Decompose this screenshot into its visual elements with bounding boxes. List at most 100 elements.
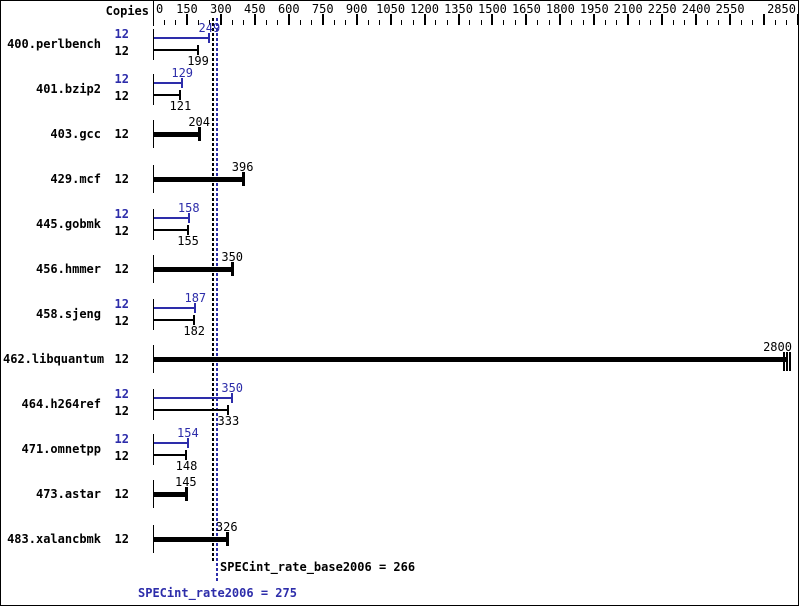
base-bar — [154, 49, 199, 51]
axis-major-tick — [729, 14, 732, 25]
benchmark-label: 401.bzip2 — [35, 82, 101, 96]
base-bar — [154, 454, 187, 456]
axis-tick-label: 1650 — [511, 2, 541, 16]
peak-value: 249 — [198, 21, 221, 35]
base-bar-endcap — [193, 315, 196, 325]
axis-minor-tick — [650, 20, 652, 25]
copies-value-peak: 12 — [114, 72, 129, 86]
copies-value-base: 12 — [114, 449, 129, 463]
axis-minor-tick — [480, 20, 482, 25]
peak-bar — [154, 217, 189, 219]
benchmark-label: 456.hmmer — [35, 262, 101, 276]
axis-origin-line — [153, 1, 154, 26]
axis-major-tick — [185, 14, 188, 25]
axis-tick-label: 1500 — [478, 2, 507, 16]
benchmark-label: 400.perlbench — [7, 37, 101, 51]
base-bar — [154, 492, 186, 497]
axis-minor-tick — [571, 20, 573, 25]
copies-value-peak: 12 — [114, 27, 129, 41]
axis-minor-tick — [276, 20, 278, 25]
axis-tick-label: 2550 — [715, 2, 745, 16]
axis-major-tick — [219, 14, 222, 25]
axis-tick-label: 1200 — [410, 2, 440, 16]
axis-major-tick — [491, 14, 494, 25]
axis-minor-tick — [718, 20, 720, 25]
axis-major-tick — [355, 14, 358, 25]
base-value: 326 — [215, 520, 238, 534]
base-bar-end-tick — [782, 352, 785, 371]
group-baseline — [153, 120, 154, 148]
axis-minor-tick — [175, 20, 177, 25]
copies-value-base: 12 — [114, 89, 129, 103]
peak-bar — [154, 442, 188, 444]
benchmark-label: 473.astar — [35, 487, 101, 501]
peak-bar-endcap — [194, 303, 197, 313]
axis-minor-tick — [616, 20, 618, 25]
base-bar-endcap — [185, 450, 188, 460]
peak-bar — [154, 82, 183, 84]
group-baseline — [153, 480, 154, 508]
group-baseline — [153, 209, 154, 240]
base-bar — [154, 537, 227, 542]
axis-minor-tick — [514, 20, 516, 25]
axis-tick-label: 900 — [345, 2, 368, 16]
peak-bar-endcap — [181, 78, 184, 88]
axis-tick-label: 2250 — [647, 2, 677, 16]
base-value: 145 — [174, 475, 197, 489]
base-value: 204 — [188, 115, 210, 129]
base-bar-end-tick — [788, 352, 791, 371]
axis-major-tick — [559, 14, 562, 25]
group-baseline — [153, 74, 154, 105]
axis-major-tick — [661, 14, 664, 25]
copies-value-peak: 12 — [114, 432, 129, 446]
peak-value: 129 — [171, 66, 194, 80]
axis-minor-tick — [197, 20, 199, 25]
copies-value-base: 12 — [114, 487, 129, 501]
copies-value-peak: 12 — [114, 297, 129, 311]
copies-value-base: 12 — [114, 224, 129, 238]
copies-value-base: 12 — [114, 44, 129, 58]
base-value: 155 — [177, 234, 199, 248]
axis-major-tick — [321, 14, 324, 25]
peak-bar — [154, 397, 233, 399]
axis-minor-tick — [209, 20, 211, 25]
peak-value: 158 — [177, 201, 200, 215]
base-bar — [154, 267, 233, 272]
axis-minor-tick — [446, 20, 448, 25]
base-bar-endcap — [197, 45, 200, 55]
axis-tick-label: 1800 — [545, 2, 575, 16]
axis-minor-tick — [548, 20, 550, 25]
peak-value: 154 — [177, 426, 199, 440]
axis-minor-tick — [243, 20, 245, 25]
axis-minor-tick — [537, 20, 539, 25]
peak-value: 187 — [184, 291, 207, 305]
base-value: 199 — [187, 54, 209, 68]
peak-result-label: SPECint_rate2006 = 275 — [138, 586, 297, 600]
group-baseline — [153, 434, 154, 465]
axis-minor-tick — [344, 20, 346, 25]
axis-tick-label: 1050 — [376, 2, 406, 16]
axis-minor-tick — [639, 20, 641, 25]
base-bar — [154, 229, 189, 231]
base-bar-end-tick — [785, 352, 788, 371]
peak-bar-endcap — [208, 33, 211, 43]
axis-minor-tick — [163, 20, 165, 25]
axis-major-tick — [593, 14, 596, 25]
copies-value-peak: 12 — [114, 387, 129, 401]
axis-minor-tick — [786, 20, 788, 25]
axis-major-tick — [423, 14, 426, 25]
axis-minor-tick — [378, 20, 380, 25]
axis-minor-tick — [231, 20, 233, 25]
axis-minor-tick — [299, 20, 301, 25]
axis-major-tick — [797, 14, 798, 25]
base-bar — [154, 132, 200, 137]
axis-tick-label: 750 — [311, 2, 334, 16]
benchmark-label: 464.h264ref — [21, 397, 101, 411]
axis-minor-tick — [469, 20, 471, 25]
copies-value-base: 12 — [114, 314, 129, 328]
axis-tick-label: 2850 — [767, 2, 796, 16]
benchmark-label: 403.gcc — [50, 127, 101, 141]
base-value: 121 — [169, 99, 192, 113]
